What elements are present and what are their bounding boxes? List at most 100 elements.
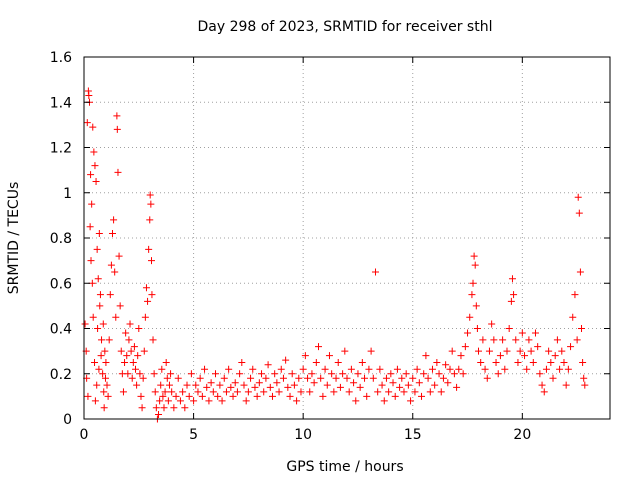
data-point bbox=[371, 268, 379, 276]
data-point bbox=[125, 336, 133, 344]
data-point bbox=[374, 388, 382, 396]
data-point bbox=[323, 381, 331, 389]
data-point bbox=[194, 388, 202, 396]
data-point bbox=[426, 388, 434, 396]
data-point bbox=[94, 275, 102, 283]
data-point bbox=[167, 370, 175, 378]
data-point bbox=[149, 336, 157, 344]
data-point bbox=[185, 392, 193, 400]
data-point bbox=[558, 347, 566, 355]
plot-frame bbox=[83, 56, 611, 420]
data-point bbox=[282, 356, 290, 364]
data-point bbox=[130, 343, 138, 351]
data-point bbox=[547, 358, 555, 366]
x-axis-label: GPS time / hours bbox=[286, 459, 403, 475]
data-point bbox=[81, 320, 89, 328]
data-point bbox=[236, 370, 244, 378]
x-tick-label: 15 bbox=[404, 427, 422, 443]
data-point bbox=[341, 347, 349, 355]
data-point bbox=[249, 365, 257, 373]
data-point bbox=[339, 370, 347, 378]
data-point bbox=[176, 397, 184, 405]
data-point bbox=[378, 381, 386, 389]
data-point bbox=[336, 383, 344, 391]
data-point bbox=[569, 313, 577, 321]
data-point bbox=[142, 284, 150, 292]
data-point bbox=[148, 257, 156, 265]
data-point bbox=[111, 268, 119, 276]
data-point bbox=[99, 370, 107, 378]
data-point bbox=[354, 370, 362, 378]
data-point bbox=[179, 388, 187, 396]
data-point bbox=[512, 336, 520, 344]
data-point bbox=[542, 365, 550, 373]
data-point bbox=[424, 374, 432, 382]
data-point bbox=[538, 381, 546, 389]
data-point bbox=[325, 352, 333, 360]
data-point bbox=[99, 320, 107, 328]
data-point bbox=[183, 381, 191, 389]
data-points bbox=[81, 87, 589, 423]
data-point bbox=[380, 397, 388, 405]
data-point bbox=[580, 374, 588, 382]
data-point bbox=[146, 191, 154, 199]
y-tick-label: 0.8 bbox=[50, 231, 72, 247]
data-point bbox=[402, 370, 410, 378]
data-point bbox=[136, 370, 144, 378]
data-point bbox=[155, 410, 163, 418]
data-point bbox=[521, 352, 529, 360]
data-point bbox=[103, 381, 111, 389]
data-point bbox=[398, 374, 406, 382]
data-point bbox=[352, 397, 360, 405]
data-point bbox=[393, 365, 401, 373]
data-point bbox=[266, 383, 274, 391]
data-point bbox=[165, 381, 173, 389]
data-point bbox=[540, 388, 548, 396]
data-point bbox=[100, 388, 108, 396]
data-point bbox=[135, 325, 143, 332]
data-point bbox=[107, 261, 115, 269]
data-point bbox=[534, 343, 542, 351]
data-point bbox=[501, 365, 509, 373]
data-point bbox=[114, 168, 122, 176]
data-point bbox=[201, 365, 209, 373]
data-point bbox=[439, 374, 447, 382]
data-point bbox=[97, 352, 105, 360]
data-point bbox=[123, 352, 131, 360]
data-point bbox=[205, 397, 213, 405]
data-point bbox=[293, 397, 301, 405]
data-point bbox=[190, 397, 198, 405]
data-point bbox=[187, 370, 195, 378]
data-point bbox=[133, 381, 141, 389]
data-point bbox=[151, 388, 159, 396]
data-point bbox=[475, 347, 482, 355]
data-point bbox=[105, 336, 113, 344]
data-point bbox=[115, 252, 123, 260]
data-point bbox=[437, 388, 445, 396]
data-point bbox=[227, 383, 235, 391]
data-point bbox=[483, 374, 491, 382]
x-tick-label: 5 bbox=[189, 427, 198, 443]
data-point bbox=[525, 336, 533, 344]
data-point bbox=[529, 358, 537, 366]
data-point bbox=[225, 365, 233, 373]
data-point bbox=[469, 279, 477, 287]
data-point bbox=[255, 379, 263, 387]
data-point bbox=[172, 392, 180, 400]
data-point bbox=[93, 381, 101, 389]
data-point bbox=[428, 365, 436, 373]
data-point bbox=[174, 374, 182, 382]
data-point bbox=[85, 91, 93, 99]
data-point bbox=[277, 365, 285, 373]
data-point bbox=[545, 347, 553, 355]
data-point bbox=[134, 352, 142, 360]
data-point bbox=[113, 125, 121, 133]
data-point bbox=[455, 365, 463, 373]
data-point bbox=[138, 404, 146, 412]
data-point bbox=[231, 379, 239, 387]
data-point bbox=[576, 268, 584, 276]
data-point bbox=[101, 374, 109, 382]
data-point bbox=[163, 374, 171, 382]
data-point bbox=[222, 388, 230, 396]
